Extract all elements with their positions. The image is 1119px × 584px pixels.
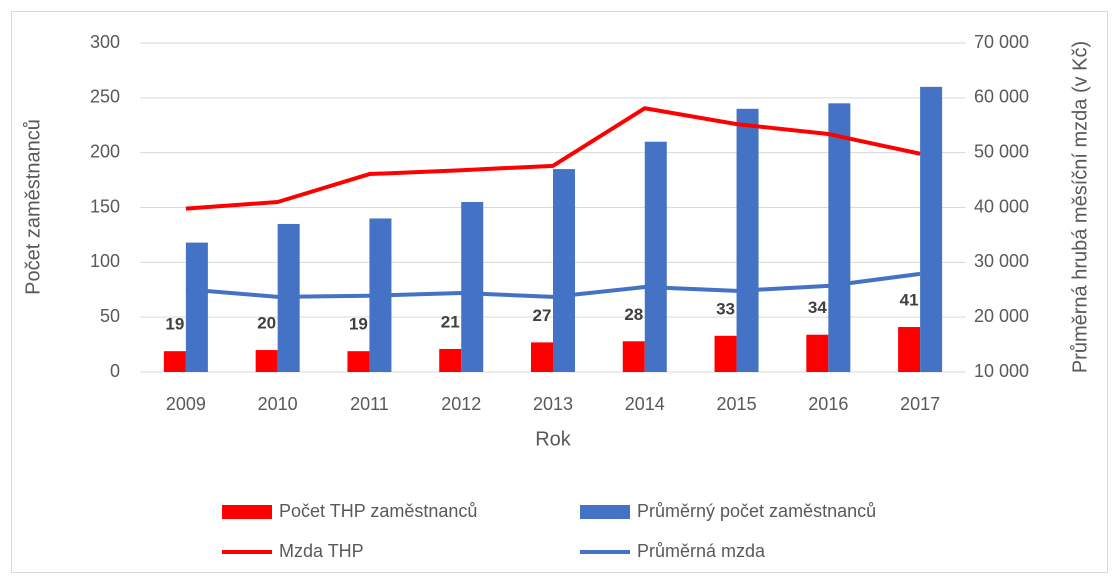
bar [163, 351, 186, 372]
bar [622, 341, 645, 372]
y-tick-label: 200 [90, 141, 120, 161]
data-label: 19 [349, 315, 368, 334]
bar [644, 141, 667, 372]
y-axis-title: Počet zaměstnanců [22, 119, 44, 295]
x-tick-label: 2011 [350, 394, 389, 414]
legend-label: Mzda THP [279, 541, 364, 561]
y2-tick-label: 40 000 [974, 196, 1029, 216]
bar [531, 342, 553, 372]
y-tick-label: 300 [90, 32, 120, 52]
data-label: 27 [533, 306, 552, 325]
x-tick-label: 2016 [808, 394, 848, 414]
x-tick-label: 2014 [625, 394, 665, 414]
legend-label: Průměrný počet zaměstnanců [637, 501, 876, 521]
y2-tick-label: 30 000 [974, 251, 1029, 271]
bar [255, 350, 278, 372]
x-tick-label: 2010 [258, 394, 298, 414]
y-tick-label: 250 [90, 87, 120, 107]
x-tick-label: 2009 [166, 394, 206, 414]
legend-swatch [580, 505, 630, 519]
data-label: 19 [165, 315, 184, 334]
bar [553, 169, 575, 372]
y2-axis-title: Průměrná hrubá měsíční mzda (v Kč) [1069, 41, 1091, 373]
data-label: 33 [716, 299, 735, 318]
x-tick-label: 2017 [900, 394, 940, 414]
x-tick-label: 2013 [533, 394, 573, 414]
bar [714, 335, 737, 372]
bar [461, 202, 484, 372]
bar [185, 242, 208, 372]
legend-label: Průměrná mzda [637, 541, 766, 561]
bar [806, 334, 829, 372]
y2-tick-label: 10 000 [974, 361, 1029, 381]
bar [347, 351, 370, 372]
bar [828, 103, 851, 373]
y2-tick-label: 60 000 [974, 87, 1029, 107]
data-label: 28 [624, 305, 643, 324]
legend-label: Počet THP zaměstnanců [279, 501, 477, 521]
bar [736, 108, 759, 373]
data-label: 34 [808, 298, 827, 317]
y2-tick-label: 50 000 [974, 141, 1029, 161]
y-tick-label: 100 [90, 251, 120, 271]
line [185, 271, 921, 299]
y2-tick-label: 70 000 [974, 32, 1029, 52]
y2-tick-label: 20 000 [974, 306, 1029, 326]
x-axis-title: Rok [535, 428, 572, 450]
legend-swatch [222, 505, 272, 519]
y-tick-label: 0 [110, 361, 120, 381]
bar [920, 86, 943, 372]
bar [439, 348, 462, 372]
data-label: 20 [257, 314, 276, 333]
bar [898, 327, 921, 372]
y-tick-label: 150 [90, 196, 120, 216]
x-tick-label: 2012 [441, 394, 481, 414]
data-label: 41 [900, 291, 919, 310]
data-label: 21 [441, 312, 460, 331]
x-tick-label: 2015 [717, 394, 757, 414]
y-tick-label: 50 [100, 306, 120, 326]
line [185, 106, 921, 211]
